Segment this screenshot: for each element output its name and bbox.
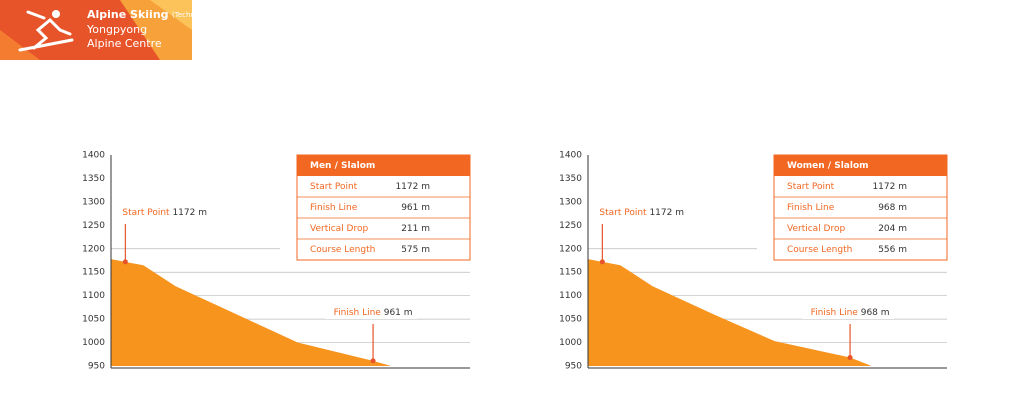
row-label: Vertical Drop	[310, 224, 368, 234]
y-tick-label: 950	[565, 362, 582, 372]
area	[111, 259, 392, 366]
annotation-label: Finish Line 968 m	[802, 305, 895, 319]
y-tick-label: 1100	[82, 291, 105, 301]
annotation-label: Start Point 1172 m	[599, 208, 684, 218]
y-tick-label: 1350	[82, 174, 105, 184]
annotation: Start Point 1172 m	[599, 208, 684, 218]
y-tick-label: 1050	[559, 315, 582, 325]
annotation-value: 961 m	[384, 308, 413, 318]
annotation-value: 1172 m	[649, 208, 684, 218]
logo-venue: Alpine Centre	[87, 37, 162, 50]
annotation-name: Start Point	[599, 208, 647, 218]
y-tick-label: 1200	[559, 244, 582, 254]
row-value: 211 m	[401, 224, 430, 234]
logo-shape	[0, 30, 40, 60]
annotation-name: Start Point	[122, 208, 170, 218]
marker-dot	[122, 259, 128, 265]
y-tick-label: 1150	[559, 268, 582, 278]
row-label: Course Length	[310, 245, 375, 255]
row-value: 1172 m	[395, 182, 430, 192]
info-table: Men / Slalom Start Point 1172 m Finish Line…	[296, 154, 471, 261]
y-tick-label: 1200	[82, 244, 105, 254]
annotation-label: Finish Line 961 m	[325, 305, 418, 319]
y-tick-label: 1250	[82, 221, 105, 231]
y-tick-label: 1300	[559, 197, 582, 207]
table-header	[297, 155, 470, 176]
annotation: Finish Line 968 m	[811, 308, 890, 318]
table-title: Women / Slalom	[787, 161, 869, 171]
y-tick-label: 1000	[559, 338, 582, 348]
logo-title-text: Alpine Skiing	[87, 8, 169, 21]
area	[588, 259, 872, 366]
row-label: Finish Line	[310, 203, 358, 213]
annotation-name: Finish Line	[334, 308, 382, 318]
row-label: Start Point	[787, 182, 835, 192]
row-value: 961 m	[401, 203, 430, 213]
table-header	[774, 155, 947, 176]
y-tick-label: 1400	[82, 151, 105, 161]
row-label: Start Point	[310, 182, 358, 192]
annotation-name: Finish Line	[811, 308, 859, 318]
y-tick-label: 1400	[559, 151, 582, 161]
logo-note: (Technical)	[172, 11, 210, 19]
y-tick-label: 1100	[559, 291, 582, 301]
skier-icon	[18, 10, 74, 52]
logo-shape	[150, 0, 192, 30]
logo-title: Alpine Skiing (Technical)	[87, 8, 210, 21]
annotation-value: 1172 m	[172, 208, 207, 218]
annotation-label: Start Point 1172 m	[122, 208, 207, 218]
annotation: Start Point 1172 m	[122, 208, 207, 218]
row-value: 556 m	[878, 245, 907, 255]
y-tick-label: 1050	[82, 315, 105, 325]
table-title: Men / Slalom	[310, 161, 375, 171]
row-label: Course Length	[787, 245, 852, 255]
annotation-value: 968 m	[861, 308, 890, 318]
annotation: Finish Line 961 m	[334, 308, 413, 318]
marker-dot	[847, 355, 853, 361]
y-tick-label: 1000	[82, 338, 105, 348]
info-table: Women / Slalom Start Point 1172 m Finish Li…	[773, 154, 948, 261]
marker-dot	[370, 358, 376, 364]
row-value: 204 m	[878, 224, 907, 234]
y-tick-label: 1250	[559, 221, 582, 231]
y-tick-label: 1300	[82, 197, 105, 207]
y-tick-label: 950	[88, 362, 105, 372]
row-label: Vertical Drop	[787, 224, 845, 234]
y-tick-label: 1350	[559, 174, 582, 184]
row-value: 575 m	[401, 245, 430, 255]
row-label: Finish Line	[787, 203, 835, 213]
logo: Alpine Skiing (Technical) Yongpyong Alpi…	[0, 0, 210, 60]
logo-venue: Yongpyong	[86, 23, 147, 36]
label-bg	[802, 305, 895, 319]
row-value: 1172 m	[872, 182, 907, 192]
y-tick-label: 1150	[82, 268, 105, 278]
label-bg	[325, 305, 418, 319]
row-value: 968 m	[878, 203, 907, 213]
marker-dot	[599, 259, 605, 265]
